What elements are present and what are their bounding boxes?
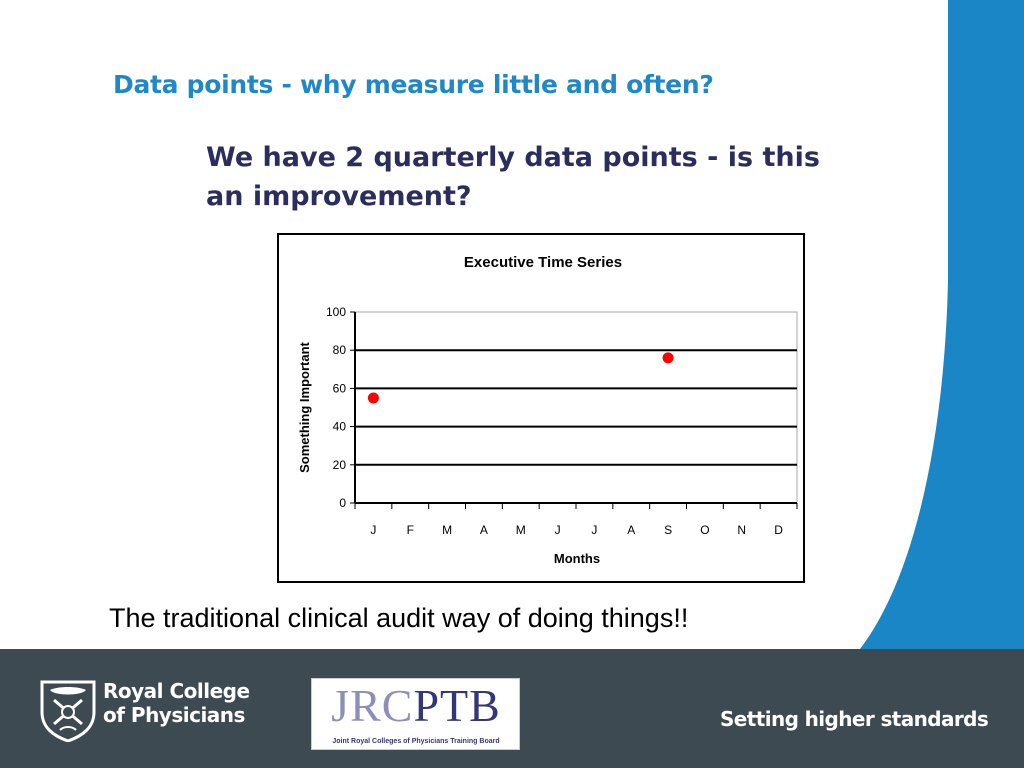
y-tick-label: 60	[333, 381, 347, 395]
chart-title: Executive Time Series	[464, 254, 622, 271]
y-axis-label: Something Important	[297, 341, 312, 472]
y-tick-label: 0	[339, 496, 346, 510]
caption-text: The traditional clinical audit way of do…	[109, 603, 689, 633]
x-tick-label: F	[407, 523, 414, 537]
x-tick-label: O	[700, 523, 709, 537]
rcp-name: Royal College of Physicians	[103, 679, 250, 727]
x-tick-label: J	[370, 523, 376, 537]
x-tick-label: M	[442, 523, 452, 537]
x-tick-label: S	[664, 523, 672, 537]
jrcptb-wordmark-part1: JRC	[331, 680, 414, 731]
x-tick-label: J	[591, 523, 597, 537]
question-text: We have 2 quarterly data points - is thi…	[206, 142, 820, 212]
x-tick-label: D	[774, 523, 783, 537]
y-tick-label: 80	[333, 343, 347, 357]
x-axis-label: Months	[554, 551, 600, 566]
x-tick-label: N	[737, 523, 746, 537]
x-tick-label: A	[480, 523, 488, 537]
chart-container: Executive Time Series Something Importan…	[277, 233, 805, 583]
y-tick-label: 100	[326, 305, 346, 319]
slide-title: Data points - why measure little and oft…	[113, 70, 714, 99]
data-point	[662, 352, 674, 364]
footer-bar: Royal College of Physicians JRCPTB Joint…	[0, 649, 1024, 768]
chart-svg: Executive Time Series Something Importan…	[297, 254, 798, 566]
rcp-logo: Royal College of Physicians	[38, 676, 253, 743]
y-tick-label: 40	[333, 420, 347, 434]
y-tick-label: 20	[333, 458, 347, 472]
jrcptb-subtitle: Joint Royal Colleges of Physicians Train…	[332, 738, 500, 745]
tagline: Setting higher standards	[720, 707, 989, 731]
x-tick-label: J	[555, 523, 561, 537]
data-point	[367, 392, 379, 404]
jrcptb-wordmark-part2: PTB	[413, 680, 501, 731]
jrcptb-logo: JRCPTB Joint Royal Colleges of Physician…	[311, 678, 520, 750]
sidebar-blue-band	[860, 0, 1024, 649]
plot-area-frame	[354, 311, 798, 504]
x-tick-label: M	[516, 523, 526, 537]
x-tick-label: A	[627, 523, 635, 537]
rcp-crest-icon	[40, 680, 96, 743]
rcp-name-line1: Royal College	[103, 679, 250, 703]
jrcptb-wordmark: JRCPTB	[316, 678, 516, 734]
rcp-name-line2: of Physicians	[103, 703, 245, 727]
